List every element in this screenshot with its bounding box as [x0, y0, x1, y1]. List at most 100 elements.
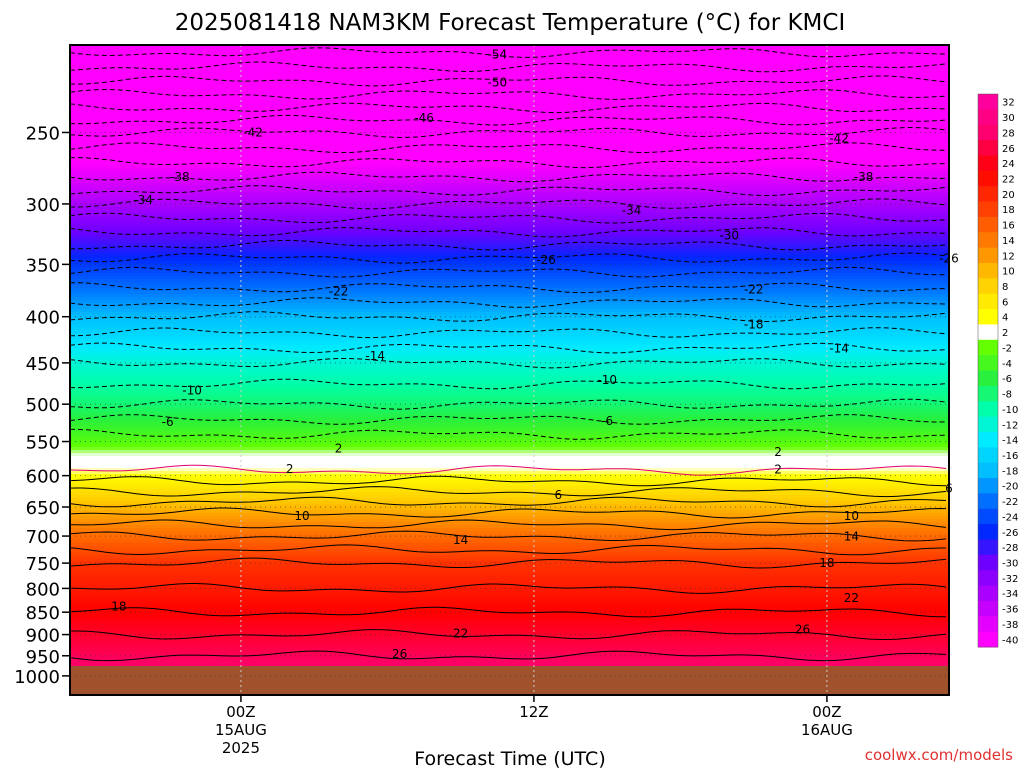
colorbar-swatch — [978, 94, 998, 110]
contour-label: 10 — [294, 509, 309, 523]
colorbar-swatch — [978, 370, 998, 387]
colorbar-swatch — [978, 309, 998, 325]
colorbar-label: 16 — [1002, 221, 1015, 232]
contour-label: 22 — [453, 627, 468, 641]
colorbar-label: 12 — [1002, 251, 1015, 262]
colorbar-swatch — [978, 416, 998, 433]
colorbar-label: -16 — [1002, 451, 1018, 462]
contour-label: 2 — [286, 462, 294, 476]
contour-label: -46 — [414, 111, 434, 125]
contour-label: 14 — [844, 530, 859, 544]
x-tick-label: 12Z — [519, 703, 548, 721]
colorbar-label: -40 — [1002, 635, 1018, 646]
colorbar-label: -6 — [1002, 374, 1012, 385]
colorbar-swatch — [978, 140, 998, 156]
contour-label: -50 — [487, 75, 507, 89]
contour-label: 26 — [392, 647, 407, 661]
colorbar-label: 20 — [1002, 190, 1015, 201]
colorbar-label: -22 — [1002, 497, 1018, 508]
contour-label: 22 — [844, 591, 859, 605]
contour-label: 26 — [795, 622, 810, 636]
colorbar-swatch — [978, 109, 998, 126]
x-axis: 00Z15AUG202512Z00Z16AUG12Z00Z17AUG — [215, 695, 853, 757]
colorbar-label: 8 — [1002, 282, 1008, 293]
x-tick-label: 00Z — [812, 703, 841, 721]
colorbar-label: 18 — [1002, 205, 1015, 216]
y-tick-label: 400 — [26, 308, 60, 329]
contour-label: -42 — [243, 125, 263, 139]
colorbar-label: -4 — [1002, 359, 1012, 370]
colorbar-swatch — [978, 600, 998, 617]
contour-label: -14 — [365, 349, 385, 363]
colorbar-label: 30 — [1002, 113, 1015, 124]
colorbar-label: 26 — [1002, 144, 1015, 155]
contour-label: -38 — [854, 170, 874, 184]
colorbar-swatch — [978, 385, 998, 402]
y-tick-label: 700 — [26, 527, 60, 548]
contour-label: -34 — [133, 193, 153, 207]
colorbar-label: 24 — [1002, 159, 1015, 170]
colorbar-label: 2 — [1002, 328, 1008, 339]
colorbar-swatch — [978, 570, 998, 587]
contour-label: -10 — [182, 384, 202, 398]
contour-label: -10 — [597, 373, 617, 387]
colorbar-label: -10 — [1002, 405, 1018, 416]
colorbar-swatch — [978, 339, 998, 356]
colorbar-label: 32 — [1002, 98, 1015, 109]
y-tick-label: 800 — [26, 579, 60, 600]
y-tick-label: 950 — [26, 647, 60, 668]
y-tick-label: 600 — [26, 467, 60, 488]
colorbar-swatch — [978, 247, 998, 264]
y-tick-label: 250 — [26, 123, 60, 144]
y-tick-label: 500 — [26, 395, 60, 416]
contour-label: -6 — [601, 414, 613, 428]
colorbar-swatch — [978, 262, 998, 279]
y-tick-label: 1000 — [14, 667, 60, 688]
colorbar-label: -32 — [1002, 574, 1018, 585]
y-tick-label: 450 — [26, 354, 60, 375]
y-tick-label: 300 — [26, 195, 60, 216]
x-tick-label: 00Z — [226, 703, 255, 721]
chart-title: 2025081418 NAM3KM Forecast Temperature (… — [175, 10, 845, 36]
contour-lines — [70, 47, 947, 662]
colorbar-label: 22 — [1002, 174, 1015, 185]
contour-label: -22 — [744, 282, 764, 296]
plot-area — [70, 45, 949, 695]
x-tick-label: 15AUG — [215, 721, 267, 739]
colorbar-swatch — [978, 554, 998, 571]
colorbar-swatch — [978, 431, 998, 448]
credit-text: coolwx.com/models — [865, 746, 1013, 764]
colorbar-swatch — [978, 201, 998, 218]
contour-label: -22 — [329, 284, 349, 298]
contour-label: -14 — [829, 342, 849, 356]
colorbar-label: -34 — [1002, 589, 1018, 600]
colorbar-label: -20 — [1002, 482, 1018, 493]
colorbar-swatch — [978, 478, 998, 494]
y-axis: 2503003504004505005506006507007508008509… — [14, 123, 70, 688]
colorbar-swatch — [978, 293, 998, 310]
contour-label: -38 — [170, 170, 190, 184]
y-tick-label: 550 — [26, 433, 60, 454]
contour-label: -34 — [622, 203, 642, 217]
y-tick-label: 750 — [26, 554, 60, 575]
contour-label: 10 — [844, 509, 859, 523]
colorbar-label: -38 — [1002, 620, 1018, 631]
colorbar-swatch — [978, 462, 998, 479]
colorbar-label: -36 — [1002, 605, 1018, 616]
contour-label: 2 — [774, 445, 782, 459]
colorbar-legend: 32 30 28 26 24 22 20 18 16 14 12 10 8 6 4 2 -2 -4 -6 -8 -10 -… — [977, 93, 1018, 648]
x-tick-label: 2025 — [222, 739, 260, 757]
colorbar-swatch — [978, 355, 998, 371]
colorbar-swatch — [978, 616, 998, 633]
x-axis-label: Forecast Time (UTC) — [414, 748, 605, 768]
contour-label: 2 — [335, 442, 343, 456]
contour-label: 6 — [555, 488, 563, 502]
colorbar-label: -24 — [1002, 512, 1018, 523]
colorbar-label: 4 — [1002, 313, 1008, 324]
colorbar-label: 10 — [1002, 267, 1015, 278]
y-tick-label: 650 — [26, 498, 60, 519]
colorbar-label: -12 — [1002, 420, 1018, 431]
colorbar-swatch — [978, 155, 998, 172]
contour-labels: -54-50-50-46-46-42-42-42-38-38-38-34-34-… — [111, 48, 959, 661]
